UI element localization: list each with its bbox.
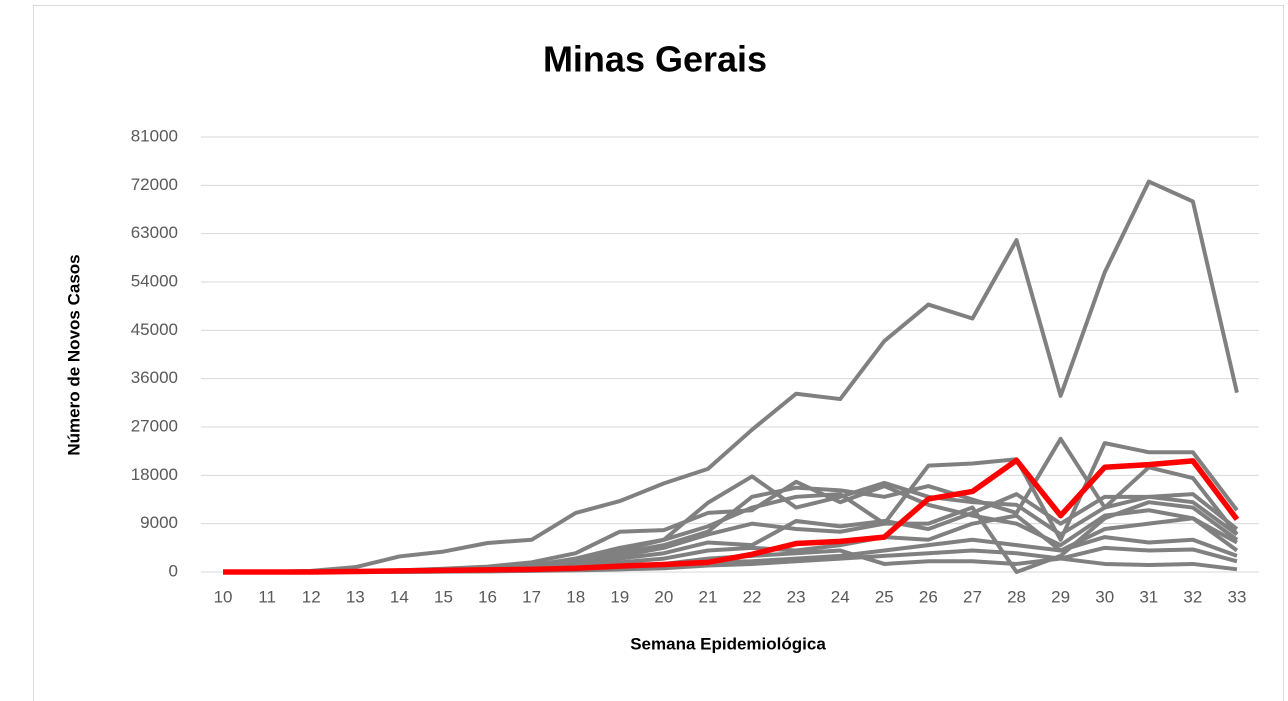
x-tick-label: 13	[346, 587, 365, 606]
x-tick-label: 10	[214, 587, 233, 606]
x-tick-label: 24	[831, 587, 850, 606]
series-line	[223, 179, 1239, 574]
x-tick-label: 32	[1183, 587, 1202, 606]
x-tick-label: 26	[919, 587, 938, 606]
y-tick-label: 63000	[131, 223, 178, 242]
y-tick-label: 9000	[140, 513, 178, 532]
x-tick-label: 25	[875, 587, 894, 606]
y-tick-label: 54000	[131, 271, 178, 290]
chart-title: Minas Gerais	[543, 39, 767, 80]
y-tick-label: 36000	[131, 368, 178, 387]
y-tick-label: 18000	[131, 465, 178, 484]
y-tick-label: 27000	[131, 416, 178, 435]
x-tick-label: 19	[610, 587, 629, 606]
x-tick-label: 20	[654, 587, 673, 606]
x-tick-label: 14	[390, 587, 409, 606]
x-tick-label: 30	[1095, 587, 1114, 606]
y-tick-label: 0	[169, 561, 178, 580]
x-tick-label: 23	[787, 587, 806, 606]
x-tick-label: 18	[566, 587, 585, 606]
series-line	[223, 457, 1240, 575]
x-tick-label: 17	[522, 587, 541, 606]
x-tick-label: 21	[698, 587, 717, 606]
x-tick-label: 28	[1007, 587, 1026, 606]
y-axis-label: Número de Novos Casos	[64, 254, 83, 455]
x-tick-label: 11	[258, 587, 276, 606]
x-tick-label: 27	[963, 587, 982, 606]
x-tick-label: 33	[1227, 587, 1246, 606]
x-tick-label: 29	[1051, 587, 1070, 606]
x-tick-label: 16	[478, 587, 497, 606]
x-tick-label: 22	[743, 587, 762, 606]
x-tick-label: 12	[302, 587, 321, 606]
x-tick-label: 31	[1139, 587, 1158, 606]
y-tick-label: 45000	[131, 320, 178, 339]
x-axis-label: Semana Epidemiológica	[630, 634, 826, 653]
y-tick-label: 72000	[131, 175, 178, 194]
y-tick-label: 81000	[131, 126, 178, 145]
x-tick-label: 15	[434, 587, 453, 606]
